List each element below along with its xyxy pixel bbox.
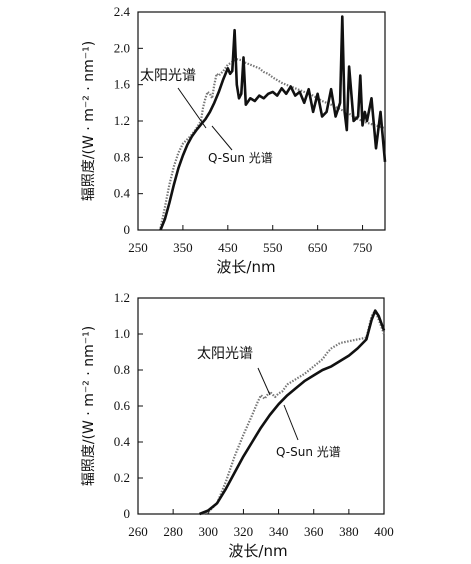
y-tick-label: 2.4 [114, 4, 131, 19]
x-tick-label: 300 [199, 524, 219, 539]
x-tick-label: 280 [163, 524, 183, 539]
y-tick-label: 1.6 [114, 77, 131, 92]
x-tick-label: 250 [128, 240, 148, 255]
y-tick-label: 2.0 [114, 40, 130, 55]
series-line-qsun [199, 309, 386, 516]
y-tick-label: 1.2 [114, 290, 130, 305]
bottom-chart: 260 280 300 320 340 360 380 400 0 0.2 0.4 0.6 0.8 1.0… [81, 290, 394, 560]
annotation-leader [283, 404, 299, 441]
annotation-leader [211, 125, 233, 151]
x-tick-label: 750 [353, 240, 373, 255]
y-tick-label: 0.8 [114, 149, 130, 164]
top-chart: 250 350 450 550 650 750 0 0.4 0.8 1.2 1.6 2.0 2.4 波长/… [81, 4, 387, 276]
x-tick-label: 400 [374, 524, 394, 539]
y-tick-label: 0.2 [114, 470, 130, 485]
annotation-label: 太阳光谱 [197, 346, 253, 362]
annotation-leader [257, 367, 271, 396]
y-tick-label: 0 [124, 222, 131, 237]
annotation-label: Q-Sun 光谱 [276, 445, 341, 459]
y-tick-label: 0.8 [114, 362, 130, 377]
y-tick-label: 0 [124, 506, 131, 521]
x-tick-label: 320 [234, 524, 254, 539]
annotation-leader [177, 87, 207, 129]
x-tick-label: 450 [218, 240, 238, 255]
x-tick-label: 260 [128, 524, 148, 539]
x-tick-label: 650 [308, 240, 328, 255]
annotation-label: Q-Sun 光谱 [208, 151, 273, 165]
y-tick-label: 1.0 [114, 326, 130, 341]
x-tick-label: 380 [339, 524, 359, 539]
x-axis-label: 波长/nm [228, 542, 287, 560]
x-tick-label: 360 [304, 524, 324, 539]
x-tick-label: 350 [173, 240, 193, 255]
y-axis-label: 辐照度/(W · m⁻² · nm⁻¹) [81, 41, 97, 201]
annotation-label: 太阳光谱 [140, 68, 196, 84]
y-tick-label: 0.4 [114, 186, 131, 201]
y-tick-label: 1.2 [114, 113, 130, 128]
y-tick-label: 0.6 [114, 398, 131, 413]
y-tick-label: 0.4 [114, 434, 131, 449]
x-tick-label: 340 [269, 524, 289, 539]
x-tick-label: 550 [263, 240, 283, 255]
x-axis-label: 波长/nm [216, 258, 275, 276]
plot-frame [137, 297, 385, 515]
series-line-sun [202, 309, 386, 516]
series-line-qsun [159, 15, 387, 231]
y-axis-label: 辐照度/(W · m⁻² · nm⁻¹) [81, 326, 97, 486]
